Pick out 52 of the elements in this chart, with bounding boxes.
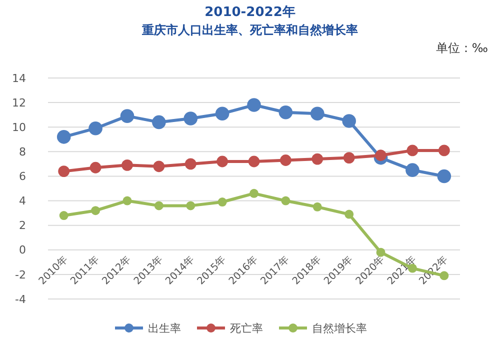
point: [247, 98, 261, 112]
point: [59, 211, 68, 220]
point: [120, 109, 134, 123]
point: [122, 196, 132, 206]
y-tick-label: 2: [19, 219, 26, 232]
text: 单位：‰: [436, 41, 488, 55]
point: [216, 156, 228, 168]
point: [122, 159, 133, 171]
y-tick-label: -4: [15, 292, 26, 306]
point: [280, 154, 292, 166]
point: [152, 115, 166, 130]
y-tick-label: 14: [12, 72, 26, 85]
point: [248, 156, 260, 168]
point: [184, 112, 198, 126]
chart-subtitle: 重庆市人口出生率、死亡率和自然增长率: [141, 23, 358, 37]
legend-label: 死亡率: [230, 322, 263, 335]
point: [342, 114, 356, 128]
point: [437, 169, 452, 184]
legend-label: 自然增长率: [312, 322, 367, 335]
point: [344, 210, 354, 219]
point: [312, 153, 324, 165]
legend-label: 出生率: [148, 322, 181, 335]
point: [281, 196, 290, 206]
point: [90, 162, 102, 174]
point: [406, 163, 420, 177]
point: [88, 121, 102, 136]
point: [250, 188, 258, 198]
point: [184, 158, 196, 170]
point: [278, 105, 293, 120]
point: [153, 160, 165, 172]
point: [312, 202, 322, 212]
point: [343, 152, 355, 164]
point: [376, 248, 386, 257]
point: [91, 206, 100, 216]
y-tick-label: 12: [12, 96, 26, 110]
point: [154, 201, 164, 210]
point: [375, 150, 386, 162]
point: [58, 166, 70, 178]
point: [406, 144, 418, 156]
point: [438, 144, 450, 156]
point: [218, 198, 227, 207]
y-tick-label: 4: [19, 194, 26, 208]
point: [215, 106, 230, 121]
y-tick-label: 0: [19, 244, 26, 257]
point: [186, 201, 196, 210]
y-tick-label: 6: [19, 170, 26, 184]
point: [56, 130, 71, 144]
y-tick-label: -2: [15, 268, 26, 282]
point: [310, 106, 324, 121]
chart-title: 2010-2022年: [204, 5, 296, 20]
y-tick-label: 8: [19, 146, 26, 159]
y-tick-label: 10: [12, 120, 26, 134]
